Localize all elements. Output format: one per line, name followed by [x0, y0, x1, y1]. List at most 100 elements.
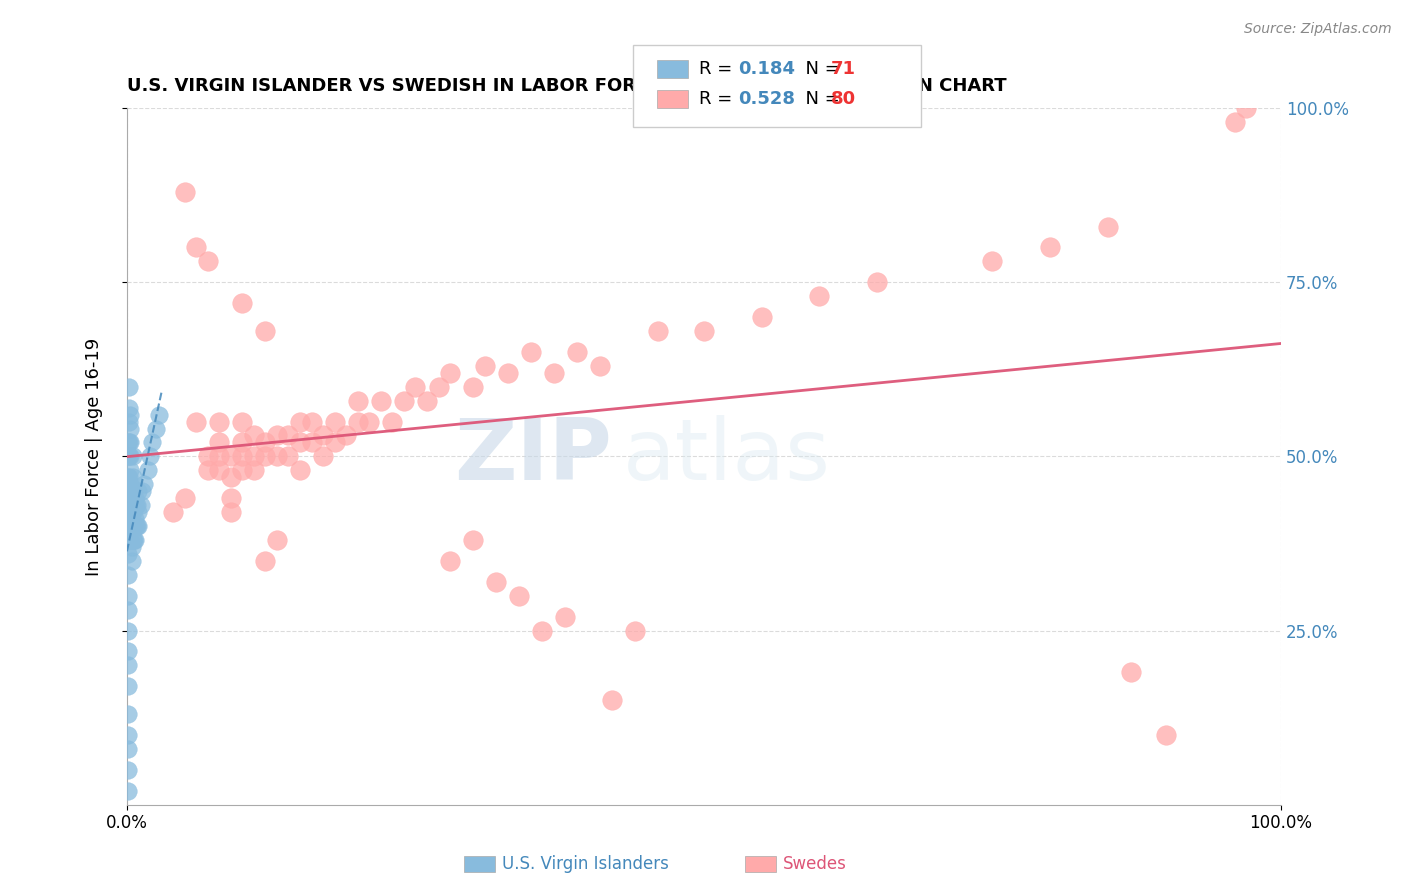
Point	[120, 450, 142, 464]
Point	[162, 505, 184, 519]
Point	[122, 498, 145, 512]
Point	[508, 589, 530, 603]
Point	[485, 574, 508, 589]
Point	[117, 484, 139, 499]
Point	[416, 393, 439, 408]
Point	[288, 463, 311, 477]
Point	[120, 477, 142, 491]
Point	[288, 415, 311, 429]
Point	[131, 484, 153, 499]
Point	[359, 415, 381, 429]
Point	[148, 408, 170, 422]
Point	[1234, 101, 1257, 115]
Point	[121, 470, 143, 484]
Point	[121, 484, 143, 499]
Text: ZIP: ZIP	[454, 415, 612, 498]
Point	[243, 463, 266, 477]
Point	[243, 450, 266, 464]
Point	[288, 435, 311, 450]
Point	[141, 435, 163, 450]
Point	[346, 393, 368, 408]
Point	[117, 707, 139, 722]
Point	[121, 505, 143, 519]
Point	[129, 498, 152, 512]
Text: U.S. Virgin Islanders: U.S. Virgin Islanders	[502, 855, 669, 873]
Text: R =: R =	[699, 90, 738, 108]
Point	[1097, 219, 1119, 234]
Point	[139, 450, 162, 464]
Point	[623, 624, 645, 638]
Point	[173, 185, 195, 199]
Point	[346, 415, 368, 429]
Point	[120, 408, 142, 422]
Point	[312, 428, 335, 442]
Point	[121, 519, 143, 533]
Point	[117, 763, 139, 777]
Point	[124, 533, 146, 547]
Point	[463, 533, 485, 547]
Point	[197, 254, 219, 268]
Point	[647, 324, 669, 338]
Point	[118, 470, 141, 484]
Point	[121, 554, 143, 568]
Point	[231, 435, 253, 450]
Point	[254, 435, 277, 450]
Point	[427, 380, 450, 394]
Point	[866, 275, 889, 289]
Point	[124, 512, 146, 526]
Point	[134, 477, 156, 491]
Point	[531, 624, 554, 638]
Point	[118, 505, 141, 519]
Point	[301, 415, 323, 429]
Point	[124, 491, 146, 506]
Point	[439, 554, 461, 568]
Text: 71: 71	[831, 60, 856, 78]
Point	[496, 366, 519, 380]
Point	[120, 491, 142, 506]
Point	[122, 533, 145, 547]
Point	[254, 450, 277, 464]
Point	[197, 450, 219, 464]
Point	[808, 289, 831, 303]
Point	[231, 296, 253, 310]
Point	[404, 380, 426, 394]
Point	[118, 435, 141, 450]
Point	[335, 428, 357, 442]
Point	[117, 470, 139, 484]
Point	[117, 644, 139, 658]
Point	[121, 505, 143, 519]
Point	[254, 324, 277, 338]
Point	[121, 540, 143, 554]
Point	[117, 602, 139, 616]
Point	[117, 435, 139, 450]
Text: Source: ZipAtlas.com: Source: ZipAtlas.com	[1244, 22, 1392, 37]
Point	[136, 463, 159, 477]
Point	[117, 519, 139, 533]
Point	[392, 393, 415, 408]
Point	[117, 658, 139, 673]
Point	[1119, 665, 1142, 680]
Point	[981, 254, 1004, 268]
Point	[117, 728, 139, 742]
Point	[554, 609, 576, 624]
Point	[208, 463, 231, 477]
Point	[312, 450, 335, 464]
Text: Swedes: Swedes	[783, 855, 846, 873]
Point	[323, 435, 346, 450]
Y-axis label: In Labor Force | Age 16-19: In Labor Force | Age 16-19	[86, 337, 103, 575]
Point	[127, 498, 149, 512]
Point	[231, 415, 253, 429]
Point	[219, 470, 242, 484]
Point	[127, 505, 149, 519]
Point	[117, 450, 139, 464]
Point	[463, 380, 485, 394]
Point	[1223, 115, 1246, 129]
Point	[121, 450, 143, 464]
Point	[122, 519, 145, 533]
Point	[219, 491, 242, 506]
Text: 0.528: 0.528	[738, 90, 796, 108]
Point	[120, 435, 142, 450]
Point	[117, 624, 139, 638]
Text: N =: N =	[794, 60, 846, 78]
Point	[120, 519, 142, 533]
